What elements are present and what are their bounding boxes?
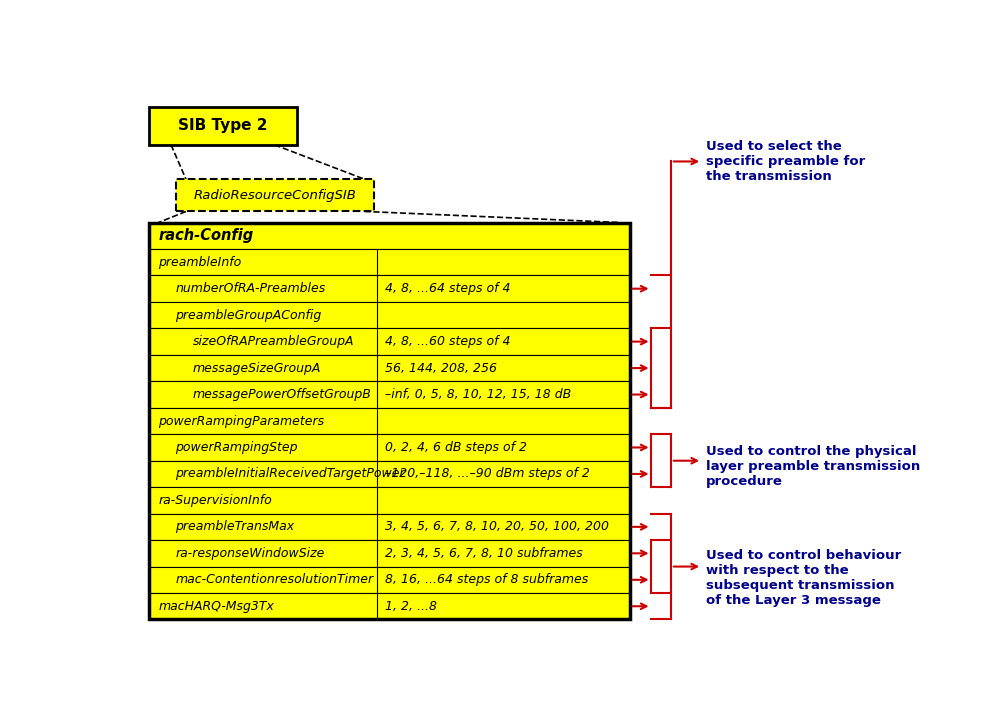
Bar xyxy=(148,223,629,249)
Text: messageSizeGroupA: messageSizeGroupA xyxy=(193,362,321,375)
Text: rach-Config: rach-Config xyxy=(158,229,253,243)
Text: 3, 4, 5, 6, 7, 8, 10, 20, 50, 100, 200: 3, 4, 5, 6, 7, 8, 10, 20, 50, 100, 200 xyxy=(385,521,609,534)
Text: 56, 144, 208, 256: 56, 144, 208, 256 xyxy=(385,362,496,375)
Text: RadioResourceConfigSIB: RadioResourceConfigSIB xyxy=(194,189,356,202)
Text: macHARQ-Msg3Tx: macHARQ-Msg3Tx xyxy=(158,600,274,613)
Text: Used to control the physical
layer preamble transmission
procedure: Used to control the physical layer pream… xyxy=(705,445,920,487)
Text: numberOfRA-Preambles: numberOfRA-Preambles xyxy=(176,282,325,295)
Text: messagePowerOffsetGroupB: messagePowerOffsetGroupB xyxy=(193,388,371,401)
Bar xyxy=(148,223,629,619)
Text: sizeOfRAPreambleGroupA: sizeOfRAPreambleGroupA xyxy=(193,335,354,348)
Bar xyxy=(176,180,374,211)
Bar xyxy=(148,355,629,381)
Bar xyxy=(148,408,629,434)
Bar xyxy=(148,540,629,567)
Text: mac-ContentionresolutionTimer: mac-ContentionresolutionTimer xyxy=(176,573,373,586)
Text: 8, 16, ...64 steps of 8 subframes: 8, 16, ...64 steps of 8 subframes xyxy=(385,573,588,586)
Bar xyxy=(148,461,629,487)
Bar xyxy=(148,487,629,513)
Text: 4, 8, ...64 steps of 4: 4, 8, ...64 steps of 4 xyxy=(385,282,511,295)
Bar xyxy=(148,275,629,302)
Text: –120,–118, ...–90 dBm steps of 2: –120,–118, ...–90 dBm steps of 2 xyxy=(385,467,590,480)
Bar xyxy=(148,434,629,461)
Bar xyxy=(148,328,629,355)
Bar xyxy=(148,593,629,619)
Text: –inf, 0, 5, 8, 10, 12, 15, 18 dB: –inf, 0, 5, 8, 10, 12, 15, 18 dB xyxy=(385,388,571,401)
Bar xyxy=(148,107,297,145)
Text: ra-responseWindowSize: ra-responseWindowSize xyxy=(176,547,324,559)
Text: preambleGroupAConfig: preambleGroupAConfig xyxy=(176,309,321,322)
Bar xyxy=(148,302,629,328)
Bar xyxy=(148,513,629,540)
Text: 2, 3, 4, 5, 6, 7, 8, 10 subframes: 2, 3, 4, 5, 6, 7, 8, 10 subframes xyxy=(385,547,582,559)
Bar xyxy=(148,567,629,593)
Text: Used to select the
specific preamble for
the transmission: Used to select the specific preamble for… xyxy=(705,140,865,183)
Text: powerRampingParameters: powerRampingParameters xyxy=(158,415,324,428)
Text: 0, 2, 4, 6 dB steps of 2: 0, 2, 4, 6 dB steps of 2 xyxy=(385,441,527,454)
Text: powerRampingStep: powerRampingStep xyxy=(176,441,298,454)
Text: Used to control behaviour
with respect to the
subsequent transmission
of the Lay: Used to control behaviour with respect t… xyxy=(705,549,901,606)
Text: preambleTransMax: preambleTransMax xyxy=(176,521,294,534)
Text: 4, 8, ...60 steps of 4: 4, 8, ...60 steps of 4 xyxy=(385,335,511,348)
Text: ra-SupervisionInfo: ra-SupervisionInfo xyxy=(158,494,272,507)
Text: SIB Type 2: SIB Type 2 xyxy=(178,118,267,133)
Text: preambleInfo: preambleInfo xyxy=(158,256,241,269)
Text: preambleInitialReceivedTargetPower: preambleInitialReceivedTargetPower xyxy=(176,467,404,480)
Bar xyxy=(148,249,629,275)
Bar xyxy=(148,381,629,408)
Text: 1, 2, ...8: 1, 2, ...8 xyxy=(385,600,436,613)
